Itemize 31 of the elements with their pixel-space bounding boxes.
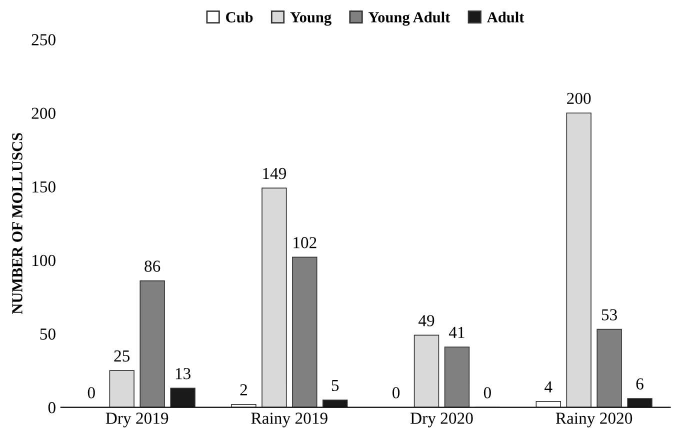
legend-label: Young — [290, 12, 332, 26]
y-tick-label: 100 — [32, 254, 56, 266]
y-tick-label: 0 — [48, 402, 56, 414]
data-label: 86 — [144, 260, 160, 272]
legend-label: Young Adult — [368, 12, 450, 26]
data-label: 49 — [418, 315, 434, 326]
y-tick-label: 150 — [32, 181, 56, 193]
y-tick-label: 250 — [32, 34, 56, 46]
x-tick-label: Dry 2019 — [106, 412, 168, 428]
data-label: 0 — [484, 387, 491, 398]
x-tick-label: Rainy 2019 — [251, 412, 328, 428]
data-label: 53 — [602, 309, 617, 320]
y-axis-title: NUMBER OF MOLLUSCS — [12, 133, 22, 314]
data-label: 102 — [294, 237, 316, 248]
data-label: 200 — [567, 92, 591, 104]
y-tick-label: 200 — [32, 108, 56, 119]
x-tick-label: Dry 2020 — [410, 412, 473, 428]
legend-label: Adult — [487, 12, 524, 22]
data-label: 13 — [176, 368, 190, 380]
y-tick-label: 50 — [40, 328, 56, 340]
x-tick-label: Rainy 2020 — [556, 412, 632, 428]
data-label: 0 — [88, 387, 95, 398]
data-label: 4 — [544, 381, 552, 392]
legend-label: Cub — [226, 12, 253, 22]
data-label: 2 — [240, 384, 247, 396]
data-label: 25 — [114, 350, 130, 362]
data-label: 149 — [263, 168, 286, 180]
data-label: 5 — [332, 380, 339, 392]
data-label: 41 — [448, 326, 464, 338]
data-label: 0 — [392, 387, 400, 398]
data-label: 6 — [636, 378, 644, 390]
